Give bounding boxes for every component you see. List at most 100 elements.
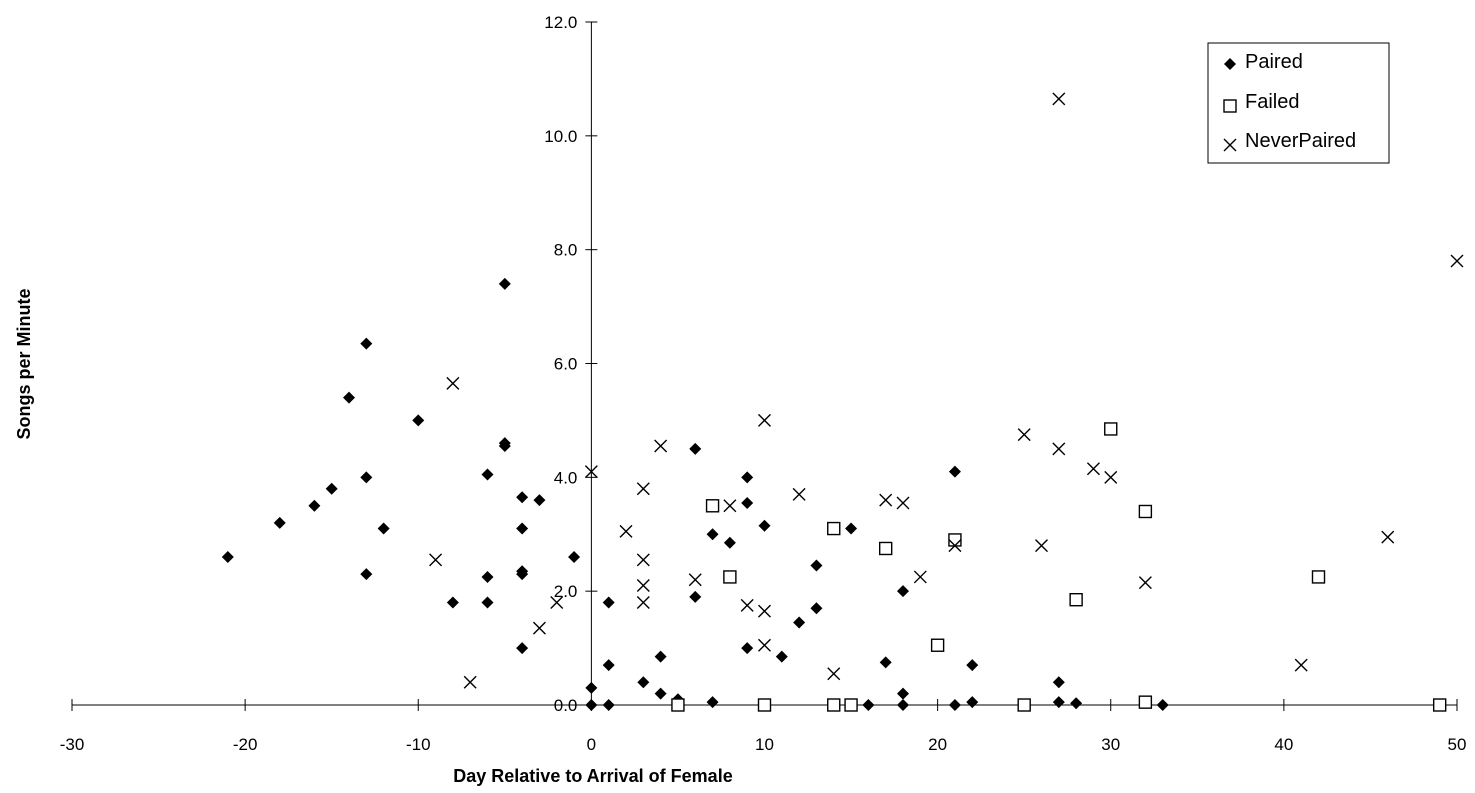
x-tick-label: 20 (928, 735, 947, 754)
failed-point (878, 541, 893, 556)
paired-point (897, 585, 909, 598)
x-tick-label: 10 (755, 735, 774, 754)
y-axis-title: Songs per Minute (14, 288, 34, 439)
x-axis-title: Day Relative to Arrival of Female (453, 766, 732, 786)
x-tick-label: 40 (1274, 735, 1293, 754)
y-tick-label: 6.0 (554, 355, 578, 374)
neverpaired-point (758, 638, 771, 652)
failed-point (1069, 593, 1083, 607)
paired-point (845, 522, 858, 535)
paired-point (343, 391, 355, 404)
paired-point (879, 656, 892, 669)
paired-point (516, 568, 529, 581)
paired-point (533, 494, 546, 507)
paired-point (948, 699, 961, 711)
neverpaired-point (532, 621, 546, 635)
failed-point (723, 570, 737, 584)
neverpaired-point (827, 667, 841, 681)
paired-point (689, 442, 702, 455)
paired-point (741, 471, 754, 484)
failed-point (757, 698, 772, 712)
x-axis-ticks: -30 -20 -10 0 10 20 30 40 50 (60, 699, 1467, 754)
neverpaired-point (723, 499, 737, 513)
paired-point (498, 277, 511, 290)
paired-point (810, 559, 823, 572)
paired-point (360, 568, 373, 581)
y-tick-label: 12.0 (544, 13, 577, 32)
paired-point (897, 687, 909, 700)
neverpaired-point (446, 376, 460, 390)
paired-point (966, 696, 979, 709)
y-tick-label: 2.0 (554, 582, 578, 601)
x-tick-label: 0 (587, 735, 596, 754)
neverpaired-point (636, 578, 650, 592)
paired-point (654, 687, 667, 700)
legend: Paired Failed NeverPaired (1207, 42, 1390, 164)
paired-point (568, 551, 581, 564)
failed-point (930, 638, 945, 652)
x-tick-label: -20 (233, 735, 258, 754)
paired-point (706, 696, 719, 709)
paired-point (654, 650, 667, 663)
paired-point (585, 681, 598, 694)
y-tick-label: 8.0 (554, 241, 578, 260)
x-tick-label: 50 (1448, 735, 1467, 754)
paired-point (516, 491, 529, 504)
paired-point (273, 516, 286, 529)
paired-point (360, 471, 373, 484)
paired-point (810, 602, 823, 615)
paired-point (602, 596, 615, 609)
failed-point (1138, 504, 1153, 519)
axes: -30 -20 -10 0 10 20 30 40 50 0.0 2.0 4.0 6.0 8.0 10.0… (60, 13, 1467, 754)
paired-point (481, 570, 494, 583)
paired-point (481, 596, 494, 609)
neverpaired-point (758, 413, 771, 427)
failed-point (671, 698, 685, 712)
paired-point (308, 499, 321, 512)
legend-marker-paired (1224, 58, 1236, 70)
failed-point (844, 698, 858, 712)
neverpaired-point (1035, 539, 1048, 553)
paired-point (481, 468, 494, 481)
neverpaired-point (636, 553, 650, 567)
paired-point (1156, 699, 1169, 711)
paired-point (221, 551, 234, 564)
neverpaired-point (1052, 442, 1066, 456)
paired-point (966, 659, 979, 672)
failed-point (1017, 698, 1031, 712)
neverpaired-point (1294, 658, 1308, 672)
paired-point (585, 699, 598, 711)
y-axis-ticks: 0.0 2.0 4.0 6.0 8.0 10.0 12.0 (544, 13, 598, 715)
paired-point (948, 465, 961, 478)
paired-point (377, 522, 390, 535)
neverpaired-point (636, 482, 650, 496)
neverpaired-point (1086, 462, 1100, 476)
failed-point (827, 698, 841, 712)
neverpaired-point (948, 539, 962, 553)
series-neverpaired (429, 92, 1464, 689)
x-tick-label: -30 (60, 735, 85, 754)
legend-label-paired: Paired (1245, 51, 1303, 73)
neverpaired-point (619, 524, 633, 538)
neverpaired-point (1138, 576, 1152, 590)
neverpaired-point (1450, 254, 1464, 268)
y-tick-label: 4.0 (554, 468, 578, 487)
paired-point (793, 616, 806, 629)
paired-point (1052, 676, 1065, 689)
neverpaired-point (913, 570, 927, 584)
paired-point (741, 496, 754, 509)
neverpaired-point (740, 598, 754, 612)
failed-point (948, 533, 962, 547)
x-tick-label: 30 (1101, 735, 1120, 754)
neverpaired-point (654, 439, 668, 453)
legend-box (1207, 42, 1390, 164)
neverpaired-point (758, 604, 771, 618)
paired-point (360, 337, 373, 350)
paired-point (1052, 696, 1065, 709)
legend-marker-neverpaired (1223, 138, 1237, 152)
paired-point (516, 522, 529, 535)
x-tick-label: -10 (406, 735, 431, 754)
neverpaired-point (550, 596, 564, 610)
neverpaired-point (688, 573, 702, 587)
